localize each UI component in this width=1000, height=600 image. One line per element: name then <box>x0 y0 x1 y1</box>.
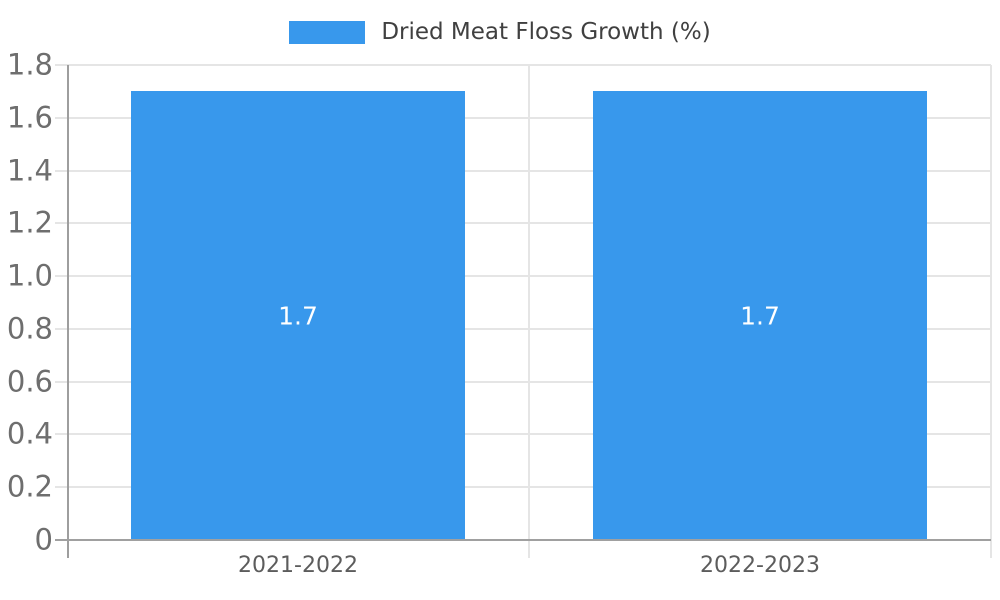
y-tick-label-0.6: 0.6 <box>6 364 53 399</box>
gridline-y-0.4 <box>55 433 991 436</box>
y-tick-label-0: 0 <box>34 522 53 557</box>
bar-value-label: 1.7 <box>740 301 780 331</box>
gridline-y-1.8 <box>55 64 991 66</box>
bar-2022-2023[interactable]: 1.7 <box>592 91 928 540</box>
plot-area: 0 0.2 0.4 0.6 0.8 1.0 1.2 1.4 1.6 1.8 1.7 2021-2022… <box>7 50 992 577</box>
gridline-y-0.2 <box>55 486 991 489</box>
category-slot-2021-2022: 1.7 2021-2022 <box>67 65 529 577</box>
gridline-y-0.6 <box>55 380 991 383</box>
gridline-y-1.6 <box>55 116 991 119</box>
gridline-y-1.0 <box>55 275 991 278</box>
gridline-y-1.4 <box>55 169 991 172</box>
y-tick-label-0.8: 0.8 <box>6 311 53 346</box>
gridline-y-1.2 <box>55 222 991 225</box>
category-separator <box>990 65 992 558</box>
y-tick-label-1.0: 1.0 <box>6 258 53 293</box>
y-tick-label-1.6: 1.6 <box>6 100 53 135</box>
y-tick-label-1.2: 1.2 <box>6 205 53 240</box>
gridline-y-0.8 <box>55 327 991 330</box>
x-category-label-2022-2023: 2022-2023 <box>700 553 820 578</box>
y-axis-line <box>67 65 69 558</box>
legend-item[interactable]: Dried Meat Floss Growth (%) <box>289 19 711 45</box>
legend-swatch-icon <box>289 21 366 44</box>
x-category-label-2021-2022: 2021-2022 <box>238 553 358 578</box>
y-tick-label-0.4: 0.4 <box>6 416 53 451</box>
bar-2021-2022[interactable]: 1.7 <box>130 91 466 540</box>
x-axis-line <box>55 539 991 541</box>
bar-value-label: 1.7 <box>278 301 318 331</box>
legend-label: Dried Meat Floss Growth (%) <box>381 19 711 45</box>
legend: Dried Meat Floss Growth (%) <box>0 21 1000 44</box>
category-separator <box>528 65 530 558</box>
y-tick-label-0.2: 0.2 <box>6 469 53 504</box>
y-tick-label-1.4: 1.4 <box>6 153 53 188</box>
y-tick-label-1.8: 1.8 <box>6 47 53 82</box>
category-slot-2022-2023: 1.7 2022-2023 <box>529 65 991 577</box>
